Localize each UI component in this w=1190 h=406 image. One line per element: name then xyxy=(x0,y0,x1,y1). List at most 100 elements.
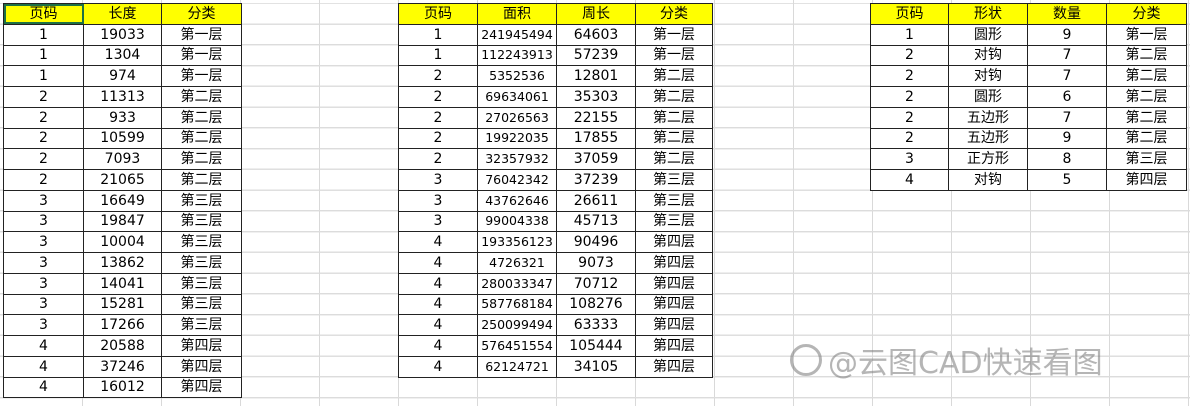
cell[interactable]: 19033 xyxy=(83,23,162,46)
cell[interactable]: 第二层 xyxy=(1106,106,1187,129)
cell[interactable]: 1 xyxy=(3,23,84,46)
column-header[interactable]: 长度 xyxy=(83,3,162,25)
cell[interactable]: 4 xyxy=(870,169,949,191)
cell[interactable]: 250099494 xyxy=(477,314,557,336)
cell[interactable]: 3 xyxy=(3,314,84,336)
cell[interactable]: 第二层 xyxy=(635,86,713,108)
cell[interactable]: 3 xyxy=(398,169,478,191)
column-header[interactable]: 页码 xyxy=(3,3,84,25)
cell[interactable]: 对钩 xyxy=(948,44,1028,67)
cell[interactable]: 7 xyxy=(1027,44,1107,67)
cell[interactable]: 第三层 xyxy=(161,293,242,316)
cell[interactable]: 7 xyxy=(1027,65,1107,87)
cell[interactable]: 第一层 xyxy=(161,44,242,67)
cell[interactable]: 16012 xyxy=(83,376,162,399)
column-header[interactable]: 页码 xyxy=(870,3,949,25)
cell[interactable]: 4 xyxy=(398,335,478,357)
cell[interactable]: 第二层 xyxy=(1106,127,1187,150)
cell[interactable]: 21065 xyxy=(83,169,162,191)
cell[interactable]: 70712 xyxy=(556,272,636,295)
cell[interactable]: 第三层 xyxy=(635,169,713,191)
cell[interactable]: 第一层 xyxy=(635,23,713,46)
cell[interactable]: 43762646 xyxy=(477,189,557,212)
cell[interactable]: 9 xyxy=(1027,127,1107,150)
cell[interactable]: 第三层 xyxy=(161,210,242,233)
cell[interactable]: 57239 xyxy=(556,44,636,67)
cell[interactable]: 2 xyxy=(398,86,478,108)
cell[interactable]: 3 xyxy=(3,231,84,253)
cell[interactable]: 2 xyxy=(3,127,84,150)
cell[interactable]: 第二层 xyxy=(161,148,242,170)
cell[interactable]: 99004338 xyxy=(477,210,557,233)
cell[interactable]: 17266 xyxy=(83,314,162,336)
cell[interactable]: 2 xyxy=(870,106,949,129)
cell[interactable]: 5 xyxy=(1027,169,1107,191)
cell[interactable]: 193356123 xyxy=(477,231,557,253)
cell[interactable]: 第三层 xyxy=(635,210,713,233)
cell[interactable]: 10004 xyxy=(83,231,162,253)
cell[interactable]: 正方形 xyxy=(948,148,1028,170)
cell[interactable]: 64603 xyxy=(556,23,636,46)
cell[interactable]: 45713 xyxy=(556,210,636,233)
cell[interactable]: 第三层 xyxy=(161,314,242,336)
cell[interactable]: 37246 xyxy=(83,355,162,378)
cell[interactable]: 2 xyxy=(870,127,949,150)
cell[interactable]: 933 xyxy=(83,106,162,129)
cell[interactable]: 19922035 xyxy=(477,127,557,150)
cell[interactable]: 第三层 xyxy=(635,189,713,212)
cell[interactable]: 第三层 xyxy=(161,189,242,212)
cell[interactable]: 11313 xyxy=(83,86,162,108)
cell[interactable]: 第四层 xyxy=(161,355,242,378)
cell[interactable]: 3 xyxy=(3,189,84,212)
cell[interactable]: 4 xyxy=(3,335,84,357)
cell[interactable]: 9 xyxy=(1027,23,1107,46)
cell[interactable]: 第四层 xyxy=(161,335,242,357)
cell[interactable]: 10599 xyxy=(83,127,162,150)
column-header[interactable]: 形状 xyxy=(948,3,1028,25)
column-header[interactable]: 页码 xyxy=(398,3,478,25)
cell[interactable]: 4726321 xyxy=(477,252,557,274)
cell[interactable]: 4 xyxy=(398,314,478,336)
cell[interactable]: 2 xyxy=(3,86,84,108)
cell[interactable]: 1304 xyxy=(83,44,162,67)
cell[interactable]: 3 xyxy=(398,189,478,212)
cell[interactable]: 2 xyxy=(870,44,949,67)
cell[interactable]: 第四层 xyxy=(635,335,713,357)
cell[interactable]: 15281 xyxy=(83,293,162,316)
cell[interactable]: 第三层 xyxy=(161,272,242,295)
cell[interactable]: 圆形 xyxy=(948,23,1028,46)
cell[interactable]: 576451554 xyxy=(477,335,557,357)
cell[interactable]: 4 xyxy=(398,231,478,253)
cell[interactable]: 6 xyxy=(1027,86,1107,108)
cell[interactable]: 3 xyxy=(870,148,949,170)
cell[interactable]: 第二层 xyxy=(635,148,713,170)
cell[interactable]: 14041 xyxy=(83,272,162,295)
cell[interactable]: 圆形 xyxy=(948,86,1028,108)
cell[interactable]: 1 xyxy=(3,44,84,67)
cell[interactable]: 五边形 xyxy=(948,127,1028,150)
cell[interactable]: 1 xyxy=(398,23,478,46)
cell[interactable]: 76042342 xyxy=(477,169,557,191)
column-header[interactable]: 分类 xyxy=(1106,3,1187,25)
cell[interactable]: 第四层 xyxy=(635,314,713,336)
cell[interactable]: 90496 xyxy=(556,231,636,253)
cell[interactable]: 第二层 xyxy=(635,127,713,150)
cell[interactable]: 五边形 xyxy=(948,106,1028,129)
cell[interactable]: 第四层 xyxy=(635,293,713,316)
cell[interactable]: 第一层 xyxy=(1106,23,1187,46)
cell[interactable]: 2 xyxy=(398,65,478,87)
cell[interactable]: 3 xyxy=(3,210,84,233)
cell[interactable]: 9073 xyxy=(556,252,636,274)
column-header[interactable]: 分类 xyxy=(635,3,713,25)
cell[interactable]: 1 xyxy=(870,23,949,46)
cell[interactable]: 第四层 xyxy=(635,252,713,274)
cell[interactable]: 对钩 xyxy=(948,169,1028,191)
cell[interactable]: 第二层 xyxy=(161,106,242,129)
cell[interactable]: 8 xyxy=(1027,148,1107,170)
cell[interactable]: 3 xyxy=(3,252,84,274)
cell[interactable]: 17855 xyxy=(556,127,636,150)
cell[interactable]: 2 xyxy=(398,106,478,129)
cell[interactable]: 第四层 xyxy=(1106,169,1187,191)
cell[interactable]: 第二层 xyxy=(161,169,242,191)
cell[interactable]: 3 xyxy=(3,272,84,295)
